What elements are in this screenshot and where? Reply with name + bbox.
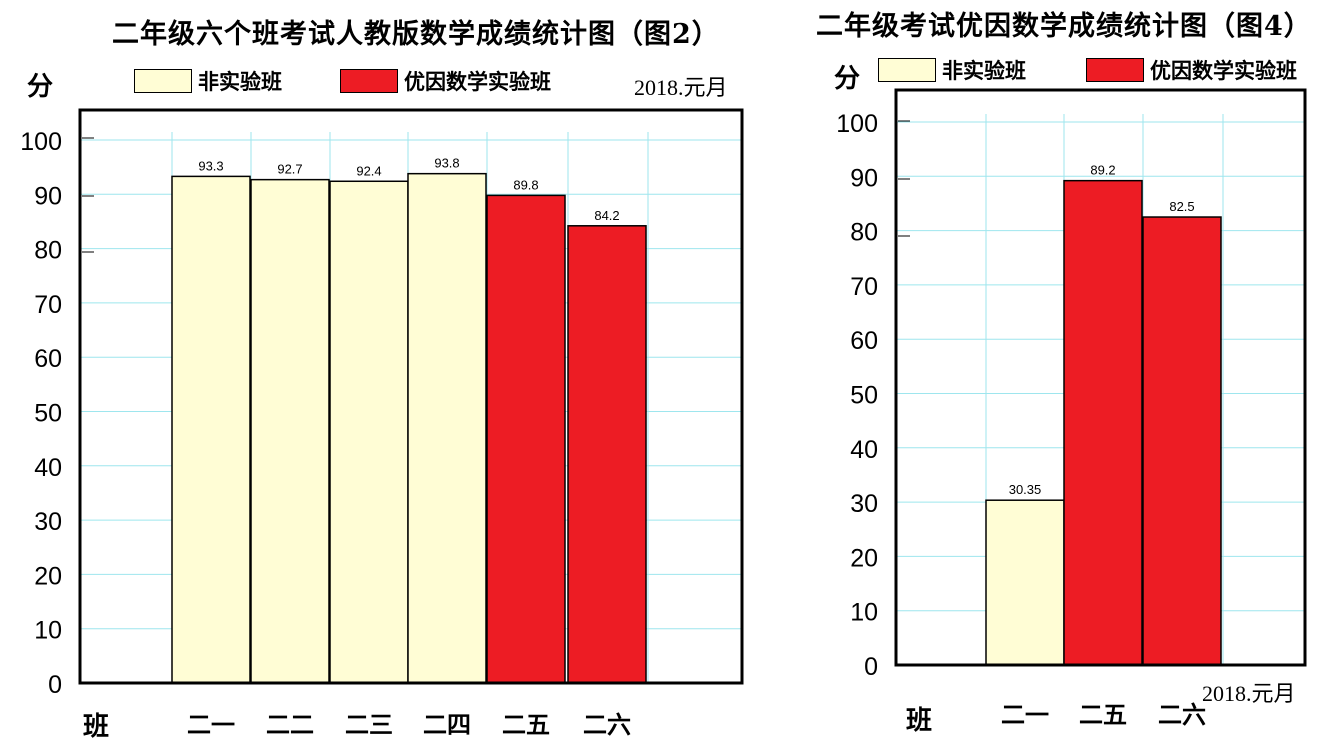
legend-label-experimental: 优因数学实验班: [1150, 58, 1297, 83]
y-tick-label: 40: [850, 436, 878, 464]
chart-title: 二年级考试优因数学成绩统计图（图4）: [816, 11, 1312, 42]
legend-swatch-non-experimental: [134, 69, 192, 93]
legend-item-experimental: 优因数学实验班: [340, 66, 551, 96]
legend-swatch-experimental: [1086, 58, 1144, 82]
y-tick-label: 30: [34, 508, 62, 536]
x-tick-label: 二五: [502, 712, 550, 739]
data-label: 93.8: [434, 156, 459, 171]
data-label: 84.2: [594, 208, 619, 223]
y-tick-label: 100: [836, 110, 878, 138]
bar: [329, 180, 409, 684]
bar: [567, 225, 647, 684]
data-label: 30.35: [1009, 482, 1042, 497]
chart-left: 二年级六个班考试人教版数学成绩统计图（图2） 分 非实验班 优因数学实验班 20…: [20, 19, 744, 742]
x-tick-label: 二一: [187, 712, 235, 739]
chart-plot-left: 93.3 92.7 92.4 93.8 89.8 84.2 0 10 20 30 40 50 60 70 8…: [20, 108, 744, 739]
y-tick-label: 70: [850, 273, 878, 301]
y-tick-label: 50: [34, 400, 62, 428]
y-tick-label: 90: [850, 164, 878, 192]
bar: [1063, 179, 1143, 666]
x-tick-label: 二三: [345, 712, 393, 739]
y-tick-label: 80: [34, 237, 62, 265]
x-tick-label: 二一: [1001, 702, 1049, 729]
x-tick-label: 二六: [1158, 702, 1206, 729]
bar: [171, 175, 251, 684]
y-tick-label: 10: [34, 617, 62, 645]
y-tick-label: 40: [34, 454, 62, 482]
bar: [250, 178, 330, 684]
bar: [1142, 216, 1222, 666]
legend-label-experimental: 优因数学实验班: [404, 69, 551, 94]
y-tick-label: 0: [48, 671, 62, 699]
y-tick-label: 10: [850, 599, 878, 627]
chart-right: 二年级考试优因数学成绩统计图（图4） 分 非实验班 优因数学实验班 2018.元…: [800, 0, 1334, 747]
y-tick-label: 20: [34, 562, 62, 590]
x-tick-label: 二四: [423, 712, 471, 739]
bar: [985, 499, 1065, 666]
y-tick-label: 100: [20, 128, 62, 156]
y-tick-label: 30: [850, 490, 878, 518]
y-axis-label: 分: [834, 64, 861, 94]
y-tick-label: 90: [34, 182, 62, 210]
y-tick-label: 60: [850, 327, 878, 355]
data-label: 89.8: [513, 177, 538, 192]
legend-swatch-non-experimental: [878, 58, 936, 82]
legend-item-non-experimental: 非实验班: [134, 66, 282, 96]
bar: [407, 172, 487, 684]
legend-item-non-experimental: 非实验班: [878, 55, 1026, 85]
chart-title: 二年级六个班考试人教版数学成绩统计图（图2）: [112, 19, 720, 50]
data-label: 93.3: [198, 158, 223, 173]
x-axis-label: 班: [83, 712, 110, 742]
data-label: 92.4: [356, 163, 381, 178]
bar: [486, 194, 566, 684]
legend-label-non-experimental: 非实验班: [198, 69, 282, 94]
y-tick-label: 20: [850, 544, 878, 572]
y-tick-label: 80: [850, 219, 878, 247]
chart-plot-right: 30.35 89.2 82.5 0 10 20 30 40 50 60 70 80 90 100 二一 二五 二…: [836, 88, 1307, 729]
x-tick-label: 二五: [1079, 702, 1127, 729]
legend-label-non-experimental: 非实验班: [942, 58, 1026, 83]
legend-swatch-experimental: [340, 69, 398, 93]
data-label: 82.5: [1169, 199, 1194, 214]
y-tick-label: 0: [864, 653, 878, 681]
y-tick-label: 70: [34, 291, 62, 319]
y-tick-label: 50: [850, 382, 878, 410]
chart-date: 2018.元月: [1202, 681, 1296, 706]
chart-date: 2018.元月: [634, 75, 728, 100]
legend-item-experimental: 优因数学实验班: [1086, 55, 1297, 85]
y-axis-label: 分: [27, 72, 54, 102]
x-tick-label: 二二: [266, 712, 314, 739]
data-label: 92.7: [277, 162, 302, 177]
x-tick-label: 二六: [583, 712, 631, 739]
data-label: 89.2: [1090, 163, 1115, 178]
y-tick-label: 60: [34, 345, 62, 373]
x-axis-label: 班: [906, 706, 933, 736]
